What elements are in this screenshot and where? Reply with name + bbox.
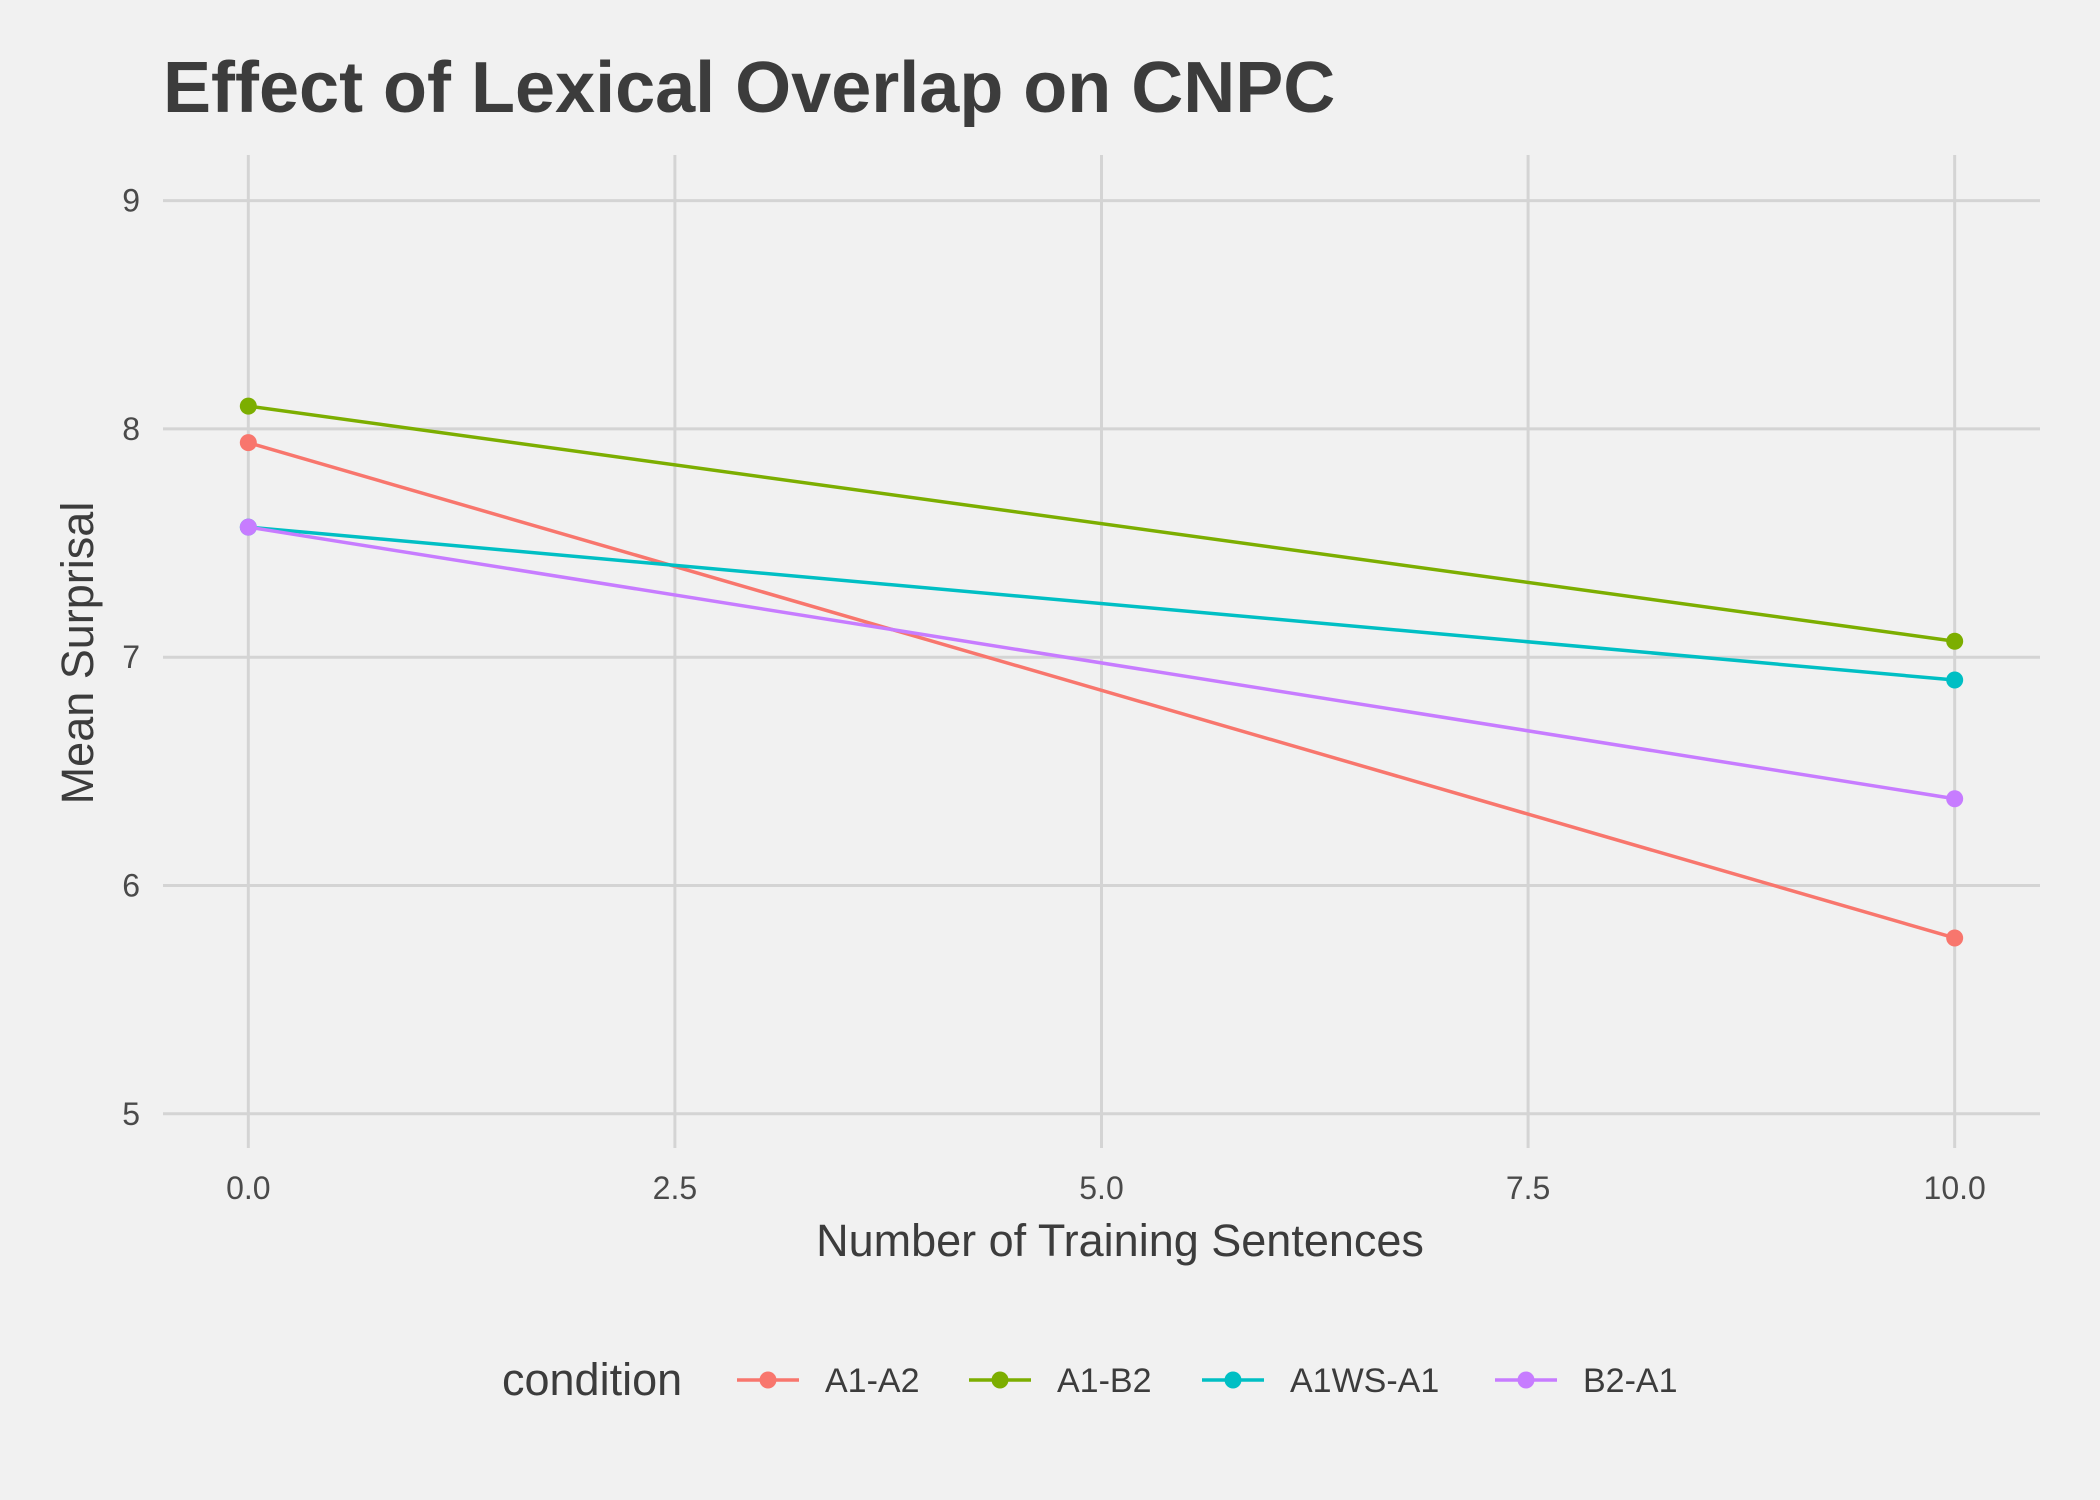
legend-label: A1-A2	[825, 1362, 920, 1400]
x-tick-label: 7.5	[1506, 1170, 1550, 1206]
y-tick-label: 8	[122, 411, 140, 447]
data-point-a1-a2	[239, 434, 257, 452]
x-axis-ticks: 0.0 2.5 5.0 7.5 10.0	[226, 1170, 1986, 1206]
series-line-b2-a1	[248, 525, 1955, 801]
grid-lines	[163, 155, 2040, 1148]
data-point-a1-b2	[239, 397, 257, 415]
y-axis-title: Mean Surprisal	[52, 502, 103, 805]
legend-item-a1-b2: A1-B2	[969, 1362, 1152, 1400]
y-axis-ticks: 5 6 7 8 9	[122, 183, 140, 1132]
legend-title: condition	[502, 1354, 682, 1405]
y-tick-label: 6	[122, 867, 140, 903]
legend-key-point	[991, 1371, 1009, 1389]
y-tick-label: 5	[122, 1096, 140, 1132]
legend-item-a1ws-a1: A1WS-A1	[1202, 1362, 1439, 1400]
series-a1-b2	[239, 397, 1964, 650]
legend-item-b2-a1: B2-A1	[1495, 1362, 1678, 1400]
data-point-b2-a1	[239, 518, 257, 536]
x-tick-label: 5.0	[1079, 1170, 1123, 1206]
series-b2-a1	[239, 518, 1964, 808]
x-axis-title: Number of Training Sentences	[816, 1215, 1424, 1266]
legend-key-point	[1517, 1371, 1535, 1389]
series-line-a1-a2	[247, 440, 1956, 940]
series-a1-a2	[239, 434, 1964, 947]
legend-label: A1WS-A1	[1290, 1362, 1439, 1400]
legend-label: A1-B2	[1057, 1362, 1152, 1400]
legend: condition A1-A2 A1-B2 A1WS-A1 B2-A1	[502, 1354, 1678, 1405]
chart-title: Effect of Lexical Overlap on CNPC	[163, 48, 1335, 128]
x-tick-label: 2.5	[653, 1170, 697, 1206]
legend-key-point	[1224, 1371, 1242, 1389]
y-tick-label: 7	[122, 639, 140, 675]
x-tick-label: 10.0	[1924, 1170, 1986, 1206]
series-line-a1-b2	[248, 404, 1955, 643]
legend-items: A1-A2 A1-B2 A1WS-A1 B2-A1	[737, 1362, 1678, 1400]
legend-label: B2-A1	[1583, 1362, 1678, 1400]
series-line-a1ws-a1	[248, 525, 1955, 682]
series-layer	[239, 397, 1964, 947]
y-tick-label: 9	[122, 183, 140, 219]
x-tick-label: 0.0	[226, 1170, 270, 1206]
data-point-a1-a2	[1946, 929, 1964, 947]
data-point-a1ws-a1	[1946, 671, 1964, 689]
data-point-a1-b2	[1946, 632, 1964, 650]
data-point-b2-a1	[1946, 790, 1964, 808]
legend-key-point	[759, 1371, 777, 1389]
legend-item-a1-a2: A1-A2	[737, 1362, 920, 1400]
